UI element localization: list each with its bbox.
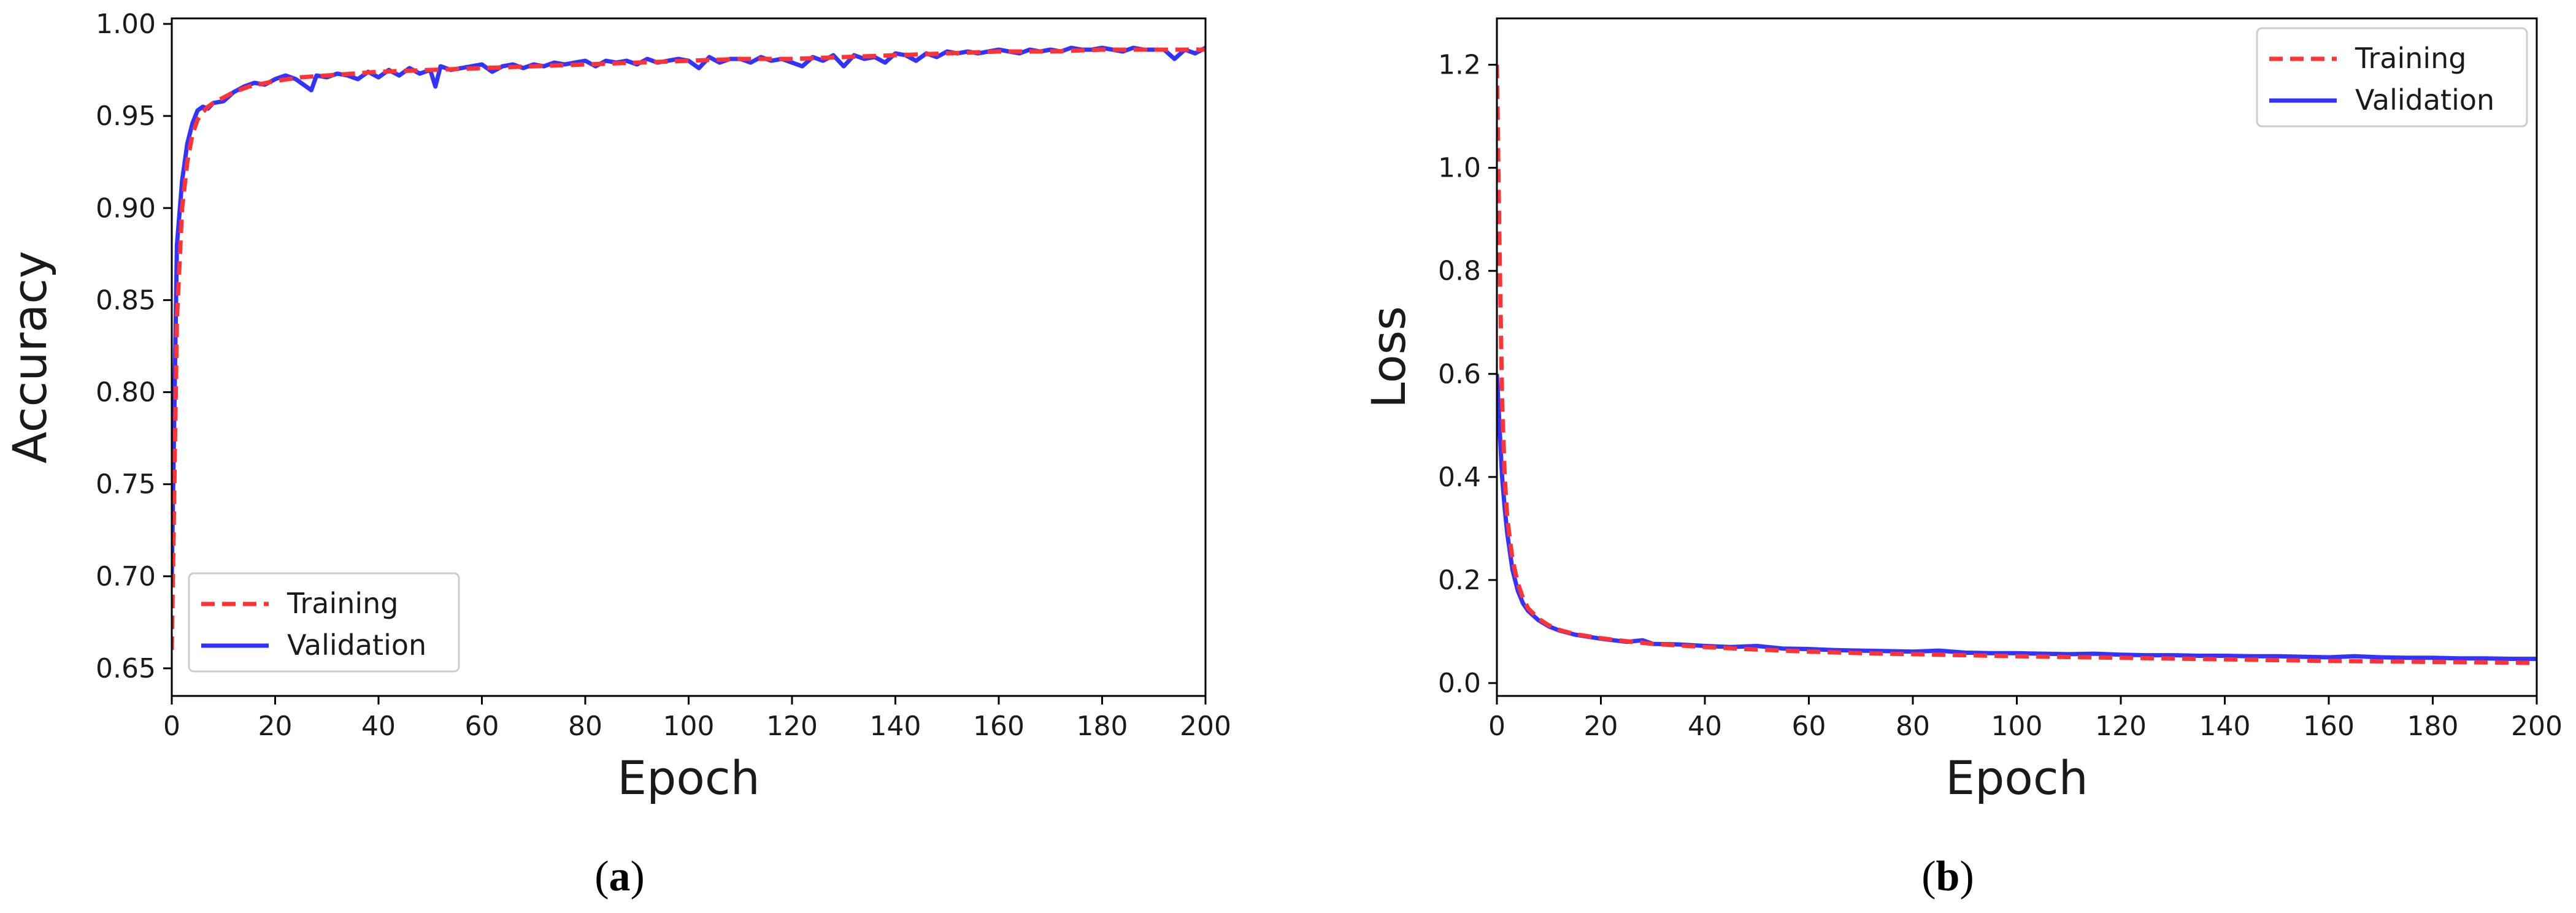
- y-axis-label-a: Accuracy: [2, 251, 57, 464]
- series-line-validation: [1497, 373, 2537, 661]
- y-tick-label-a: 0.65: [96, 653, 156, 684]
- x-tick-label-a: 60: [465, 711, 499, 742]
- y-tick-label-b: 0.0: [1438, 668, 1481, 699]
- y-tick-label-b: 0.8: [1438, 256, 1481, 287]
- panel-label-a: a: [609, 853, 631, 900]
- panel-label-b: b: [1936, 853, 1960, 900]
- y-tick-label-b: 0.6: [1438, 359, 1481, 390]
- series-line-training: [172, 47, 1205, 650]
- y-axis-label-b: Loss: [1361, 306, 1416, 408]
- legend-label-training: Training: [2355, 42, 2467, 75]
- x-tick-label-a: 20: [258, 711, 293, 742]
- legend-label-validation: Validation: [287, 628, 426, 662]
- plot-area-a: [172, 45, 1205, 650]
- x-tick-label-a: 200: [1180, 711, 1231, 742]
- x-tick-label-b: 120: [2095, 711, 2147, 742]
- x-axis-label-a: Epoch: [617, 751, 760, 805]
- x-tick-label-b: 80: [1896, 711, 1930, 742]
- x-tick-label-b: 200: [2511, 711, 2563, 742]
- panel-caption-a: (a): [594, 853, 645, 900]
- legend-b: Training Validation: [2256, 27, 2528, 128]
- y-tick-label-a: 0.75: [96, 469, 156, 500]
- plot-area-b: [1497, 64, 2537, 665]
- y-tick-label-a: 0.80: [96, 377, 156, 408]
- legend-a: Training Validation: [188, 572, 460, 673]
- y-tick-label-a: 0.70: [96, 561, 156, 592]
- x-tick-label-a: 0: [163, 711, 180, 742]
- x-tick-label-a: 180: [1077, 711, 1128, 742]
- series-line-validation: [172, 45, 1205, 576]
- x-tick-label-b: 140: [2199, 711, 2251, 742]
- y-tick-label-b: 0.4: [1438, 462, 1481, 493]
- x-tick-label-a: 80: [568, 711, 602, 742]
- loss-chart: 0 20 40 60 80 100 120 140 160 180 200 0.0 0.2 0.4 0.6 0…: [1361, 17, 2563, 805]
- y-tick-label-b: 0.2: [1438, 565, 1481, 596]
- y-tick-label-a: 1.00: [96, 9, 156, 40]
- x-tick-label-a: 40: [361, 711, 396, 742]
- x-tick-label-b: 60: [1792, 711, 1826, 742]
- y-tick-label-a: 0.90: [96, 193, 156, 224]
- x-axis-label-b: Epoch: [1945, 751, 2088, 805]
- y-tick-label-a: 0.85: [96, 285, 156, 316]
- x-tick-label-b: 100: [1991, 711, 2043, 742]
- x-tick-label-a: 100: [663, 711, 715, 742]
- x-tick-label-b: 20: [1584, 711, 1618, 742]
- accuracy-chart: 0 20 40 60 80 100 120 140 160 180 200 0.65 0.70 0.75 0…: [2, 9, 1231, 805]
- legend-label-validation: Validation: [2355, 83, 2494, 117]
- y-tick-label-b: 1.0: [1438, 153, 1481, 184]
- series-line-training: [1497, 64, 2537, 665]
- x-tick-label-b: 160: [2303, 711, 2355, 742]
- x-tick-label-a: 120: [766, 711, 818, 742]
- y-tick-label-b: 1.2: [1438, 50, 1481, 81]
- y-tick-label-a: 0.95: [96, 101, 156, 132]
- panel-caption-b: (b): [1921, 853, 1974, 900]
- x-tick-label-b: 180: [2407, 711, 2459, 742]
- legend-label-training: Training: [286, 587, 399, 620]
- x-tick-label-a: 140: [870, 711, 921, 742]
- x-tick-label-a: 160: [973, 711, 1025, 742]
- x-tick-label-b: 0: [1488, 711, 1505, 742]
- x-tick-label-b: 40: [1688, 711, 1722, 742]
